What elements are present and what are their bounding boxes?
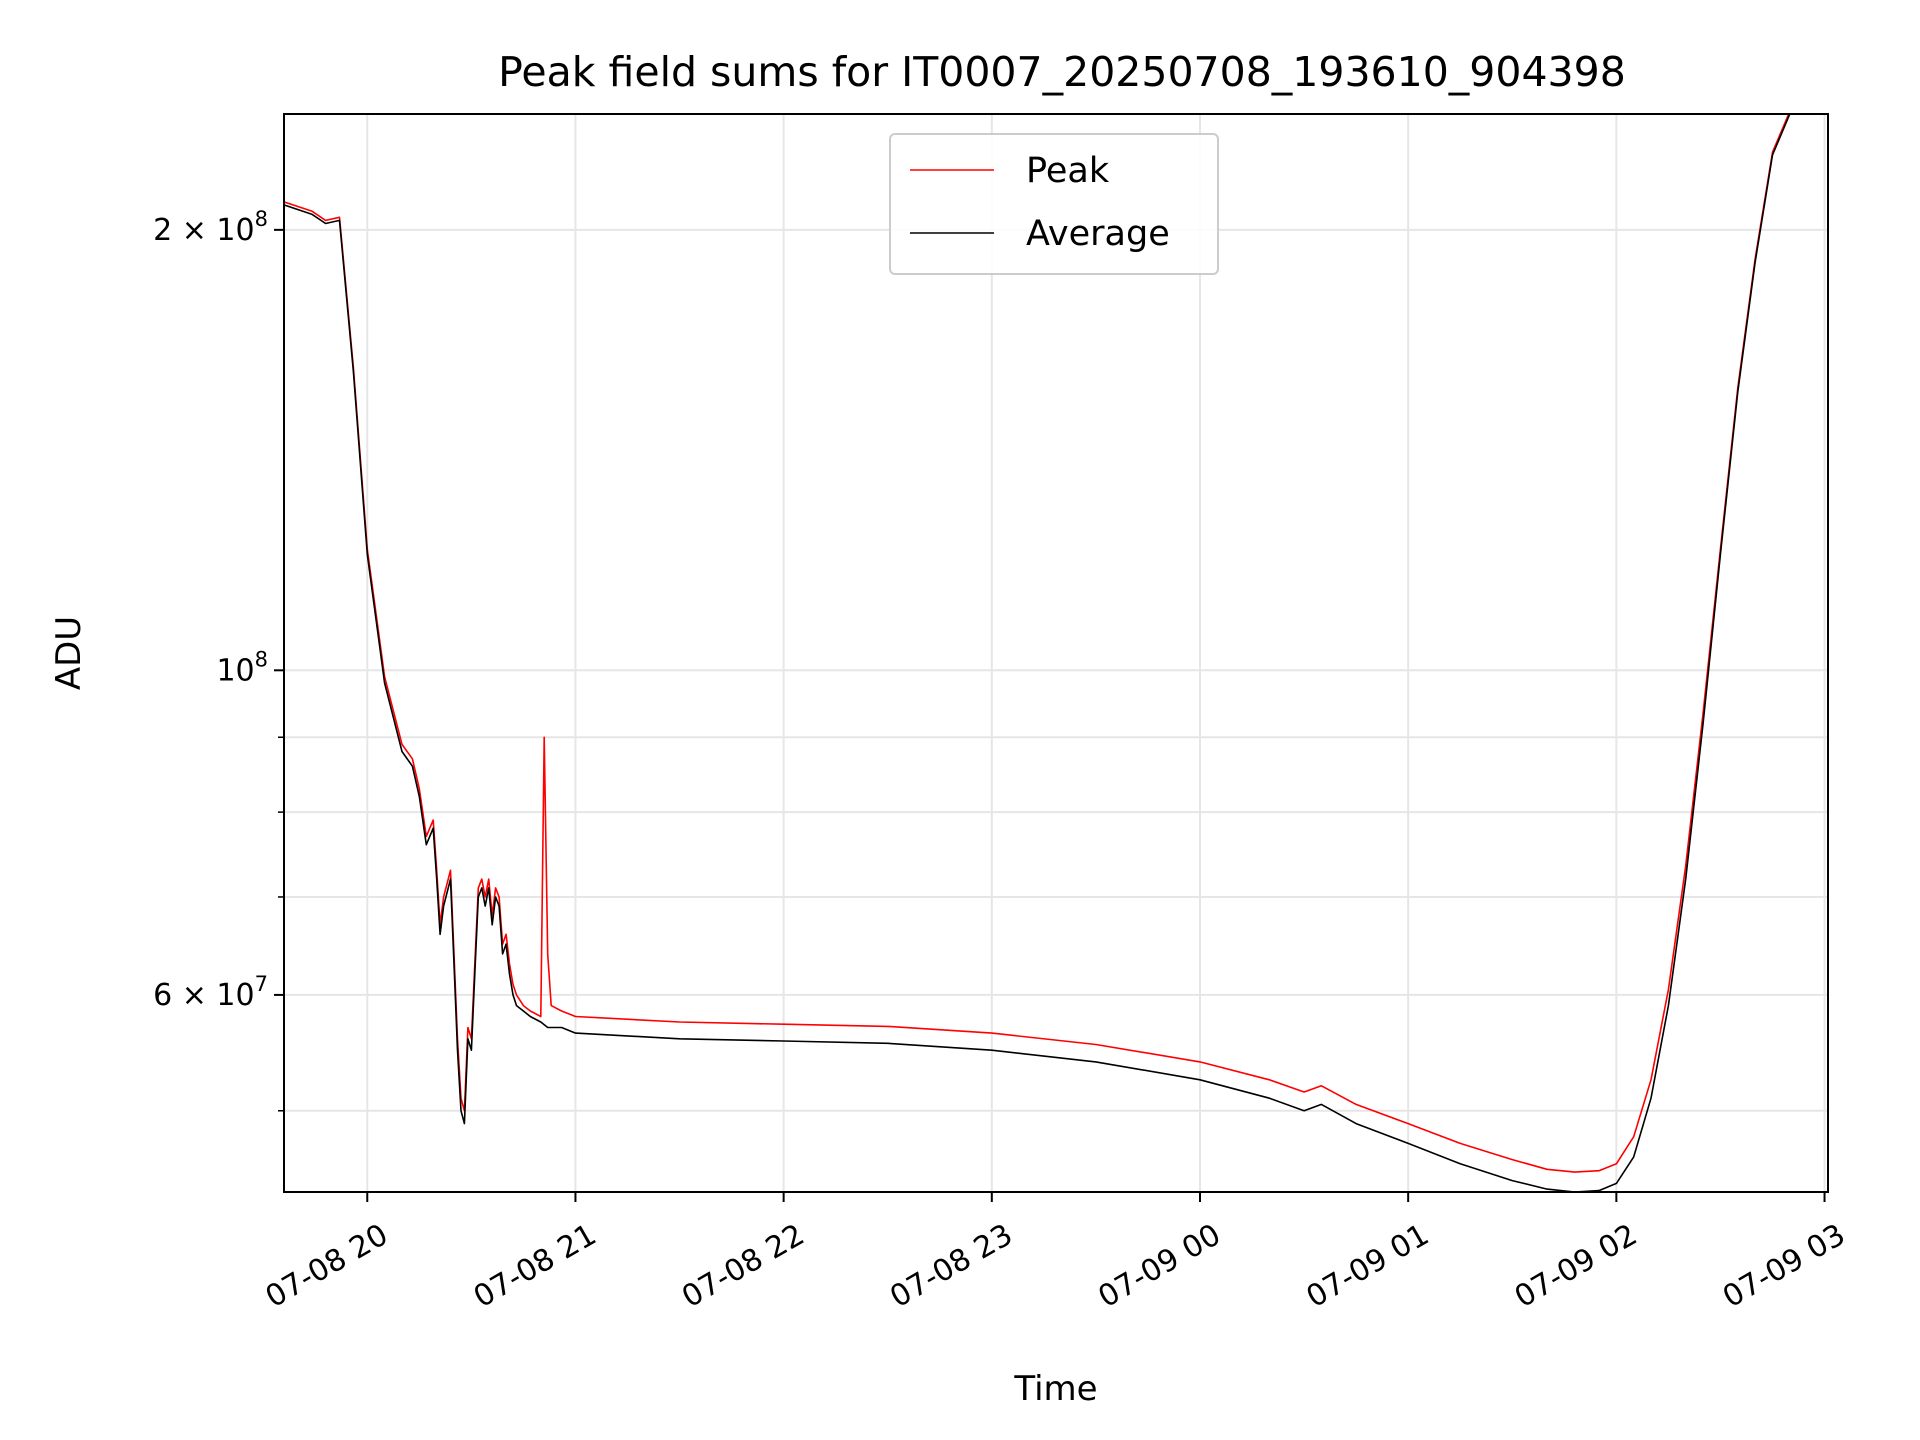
series-layer: [284, 114, 1793, 1192]
y-tick-label: 2 × 108: [153, 207, 268, 248]
y-axis-ticks: 6 × 107 108 2 × 108: [153, 207, 284, 1112]
plot-frame: [283, 113, 1829, 1193]
legend-label-average: Average: [1026, 214, 1170, 254]
series-line-average: [284, 114, 1793, 1192]
legend: Peak Average: [889, 133, 1219, 275]
y-tick-label: 108: [216, 647, 268, 688]
y-axis-label: ADU: [49, 616, 89, 690]
x-axis-label: Time: [1013, 1369, 1097, 1409]
y-tick-label: 6 × 107: [153, 972, 268, 1013]
legend-label-peak: Peak: [1026, 151, 1110, 191]
legend-box: [889, 133, 1219, 275]
chart-title: Peak field sums for IT0007_20250708_1936…: [498, 48, 1626, 96]
